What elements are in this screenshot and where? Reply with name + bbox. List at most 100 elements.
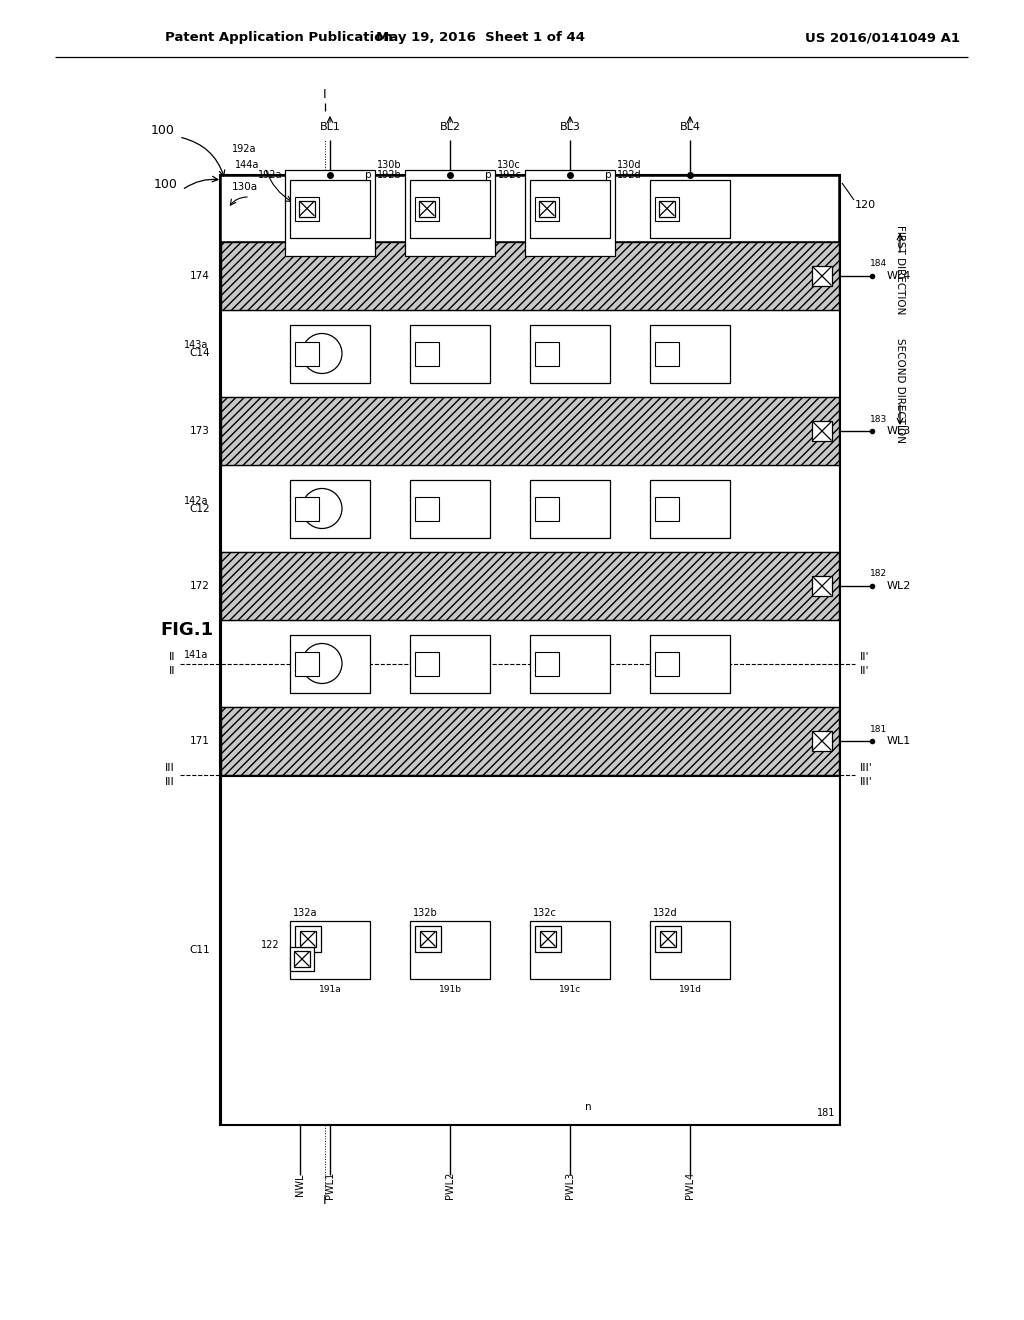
Bar (410, 180, 490, 238)
Bar (410, 921, 490, 979)
Text: 192d: 192d (617, 169, 642, 180)
Text: 192c: 192c (498, 169, 522, 180)
Text: 144d: 144d (682, 194, 707, 203)
Text: C14: C14 (189, 348, 210, 359)
Bar (221, 397, 839, 465)
Text: 181: 181 (870, 725, 887, 734)
Text: 144a: 144a (322, 194, 346, 203)
Text: 183: 183 (870, 414, 887, 424)
Text: n: n (585, 1102, 592, 1111)
Text: 172: 172 (190, 581, 210, 591)
Text: n⁺: n⁺ (653, 327, 664, 337)
Text: 192b: 192b (377, 169, 402, 180)
Text: p: p (605, 170, 612, 181)
Bar (655, 197, 679, 220)
Bar (221, 242, 839, 310)
Bar (530, 635, 610, 693)
Text: 141c: 141c (572, 656, 596, 667)
Text: 142d: 142d (692, 502, 717, 511)
Text: 143b: 143b (452, 346, 476, 356)
Text: 141d: 141d (692, 656, 717, 667)
Bar (530, 479, 610, 537)
Circle shape (302, 644, 342, 684)
Text: n⁺: n⁺ (413, 183, 424, 191)
Text: FIRST DIRECTION: FIRST DIRECTION (895, 226, 905, 314)
Bar (221, 708, 839, 775)
Text: p: p (366, 170, 372, 181)
Text: n: n (293, 953, 299, 961)
Text: 141a: 141a (183, 651, 208, 660)
Bar (525, 169, 615, 256)
Bar (295, 652, 319, 676)
Text: 141a: 141a (332, 656, 356, 667)
Bar (290, 325, 370, 383)
Text: 144b: 144b (442, 194, 467, 203)
Bar (415, 342, 439, 366)
Text: n⁺: n⁺ (293, 638, 303, 647)
Text: I: I (324, 1193, 327, 1206)
Text: III': III' (860, 777, 872, 787)
Text: 100: 100 (155, 178, 178, 191)
Bar (539, 201, 555, 216)
Text: p⁺: p⁺ (684, 928, 694, 937)
Text: n⁺: n⁺ (293, 183, 303, 191)
Bar (812, 267, 831, 286)
Text: n⁺: n⁺ (293, 483, 303, 492)
Text: 100: 100 (152, 124, 175, 136)
Text: 132c: 132c (534, 908, 557, 917)
Text: 174: 174 (190, 271, 210, 281)
Text: 182: 182 (870, 569, 887, 578)
Text: 191a: 191a (318, 985, 341, 994)
Text: II': II' (860, 652, 869, 661)
Bar (410, 479, 490, 537)
Bar (290, 635, 370, 693)
Text: 130a: 130a (232, 182, 258, 191)
Text: 130d: 130d (617, 160, 641, 169)
Text: n⁺: n⁺ (653, 483, 664, 492)
Bar (535, 927, 561, 952)
Text: 143d: 143d (692, 346, 717, 356)
Text: WL1: WL1 (887, 737, 911, 746)
Text: III: III (165, 777, 175, 787)
Bar (221, 776, 839, 1125)
Text: 173: 173 (190, 426, 210, 436)
Text: n⁺: n⁺ (653, 638, 664, 647)
Bar (535, 652, 559, 676)
Text: n⁺: n⁺ (413, 483, 424, 492)
Text: II: II (169, 665, 175, 676)
Bar (530, 180, 610, 238)
Text: FIG.1: FIG.1 (160, 620, 213, 639)
Bar (530, 325, 610, 383)
Text: p⁺: p⁺ (324, 928, 335, 937)
Bar (812, 421, 831, 441)
Text: 132b: 132b (413, 908, 437, 917)
Text: WL3: WL3 (887, 426, 911, 436)
Text: 130c: 130c (497, 160, 521, 169)
Text: 192a: 192a (232, 144, 256, 154)
Bar (650, 635, 730, 693)
Text: BL2: BL2 (439, 121, 461, 132)
Bar (294, 950, 310, 968)
Text: p: p (485, 170, 492, 181)
Bar (535, 342, 559, 366)
Text: 191a: 191a (289, 969, 311, 978)
Text: 132d: 132d (653, 908, 678, 917)
Bar (655, 496, 679, 520)
Bar (812, 576, 831, 597)
Bar (290, 946, 314, 972)
Text: 130b: 130b (377, 160, 401, 169)
Text: n⁺: n⁺ (653, 183, 664, 191)
Bar (530, 921, 610, 979)
Text: n⁺: n⁺ (534, 483, 544, 492)
Text: 143a: 143a (332, 346, 356, 356)
Text: III: III (165, 763, 175, 774)
Bar (221, 310, 839, 397)
Text: 171: 171 (190, 737, 210, 746)
Text: 181: 181 (816, 1107, 835, 1118)
Text: 142c: 142c (572, 502, 596, 511)
Bar (540, 931, 556, 946)
Bar (655, 342, 679, 366)
Text: n⁺: n⁺ (413, 638, 424, 647)
Text: WL2: WL2 (887, 581, 911, 591)
Bar (415, 652, 439, 676)
